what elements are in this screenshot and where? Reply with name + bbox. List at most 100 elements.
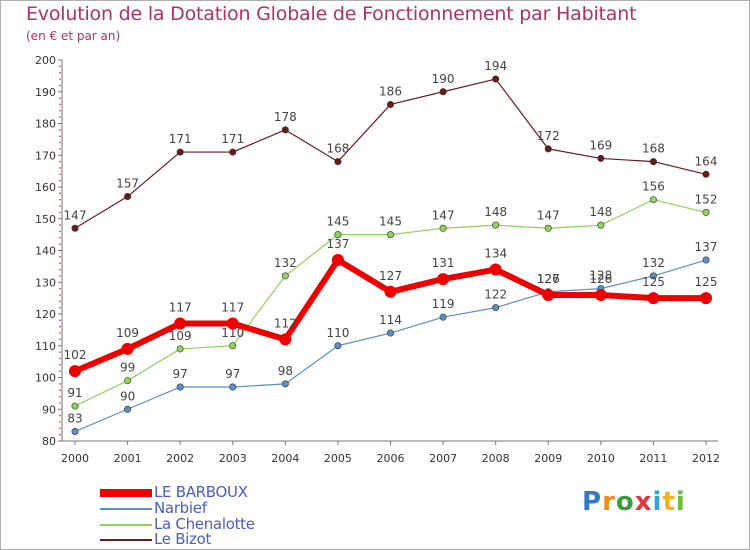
y-minor-tick — [59, 389, 61, 392]
y-minor-tick — [59, 205, 61, 207]
data-label: 147 — [64, 208, 87, 222]
y-minor-tick — [59, 421, 61, 423]
x-tick-label: 2001 — [114, 452, 142, 465]
y-tick-label: 110 — [35, 340, 56, 353]
legend-swatch-narbief — [100, 508, 152, 510]
data-point — [544, 145, 552, 153]
data-point — [384, 285, 397, 298]
y-minor-tick — [59, 370, 61, 372]
data-label: 178 — [274, 110, 297, 124]
data-label: 91 — [67, 386, 82, 400]
y-minor-tick — [59, 141, 61, 144]
data-label: 131 — [432, 256, 455, 270]
y-minor-tick — [59, 325, 61, 328]
data-point — [124, 377, 132, 385]
data-label: 147 — [537, 208, 560, 222]
logo-letter: t — [662, 487, 676, 517]
data-point — [597, 154, 605, 162]
data-label: 148 — [484, 205, 507, 219]
data-point — [647, 292, 660, 305]
legend-label-la-chenalotte: La Chenalotte — [154, 515, 255, 533]
y-minor-tick — [59, 383, 61, 385]
data-point — [492, 221, 500, 229]
data-label: 90 — [120, 389, 135, 403]
y-minor-tick — [59, 192, 61, 195]
data-point — [594, 288, 607, 301]
x-tick-label: 2009 — [534, 452, 562, 465]
y-minor-tick — [59, 306, 61, 309]
y-minor-tick — [59, 364, 61, 366]
proxiti-logo: Proxiti — [582, 487, 686, 517]
data-point — [71, 402, 79, 410]
y-tick-label: 170 — [35, 149, 56, 162]
y-minor-tick — [59, 338, 61, 341]
data-label: 128 — [589, 269, 612, 283]
x-tick-label: 2008 — [482, 452, 510, 465]
data-label: 119 — [432, 297, 455, 311]
data-point — [649, 196, 657, 204]
legend-swatch-le-bizot — [100, 539, 152, 541]
x-tick-label: 2005 — [324, 452, 352, 465]
data-label: 102 — [64, 348, 87, 362]
y-minor-tick — [59, 84, 61, 87]
y-minor-tick — [59, 402, 61, 404]
data-point — [281, 272, 289, 280]
data-point — [439, 224, 447, 232]
data-label: 109 — [169, 329, 192, 343]
y-minor-tick — [59, 395, 61, 398]
y-minor-tick — [59, 116, 61, 118]
y-minor-tick — [59, 433, 61, 436]
y-tick-label: 150 — [35, 213, 56, 226]
data-label: 109 — [116, 326, 139, 340]
y-minor-tick — [59, 167, 61, 169]
data-label: 171 — [169, 132, 192, 146]
data-label: 125 — [695, 275, 718, 289]
data-label: 172 — [537, 129, 560, 143]
y-minor-tick — [59, 256, 61, 258]
data-label: 152 — [695, 192, 718, 206]
chart-subtitle: (en € et par an) — [26, 29, 121, 43]
y-minor-tick — [59, 414, 61, 417]
data-point — [544, 224, 552, 232]
y-minor-tick — [59, 300, 61, 303]
data-point — [281, 126, 289, 134]
data-label: 132 — [274, 256, 297, 270]
data-point — [229, 148, 237, 156]
data-label: 117 — [169, 301, 192, 315]
y-tick-label: 80 — [42, 435, 56, 448]
y-tick-label: 190 — [35, 86, 56, 99]
y-minor-tick — [59, 135, 61, 137]
data-point — [226, 317, 239, 330]
legend-swatch-le-barboux — [100, 489, 152, 497]
data-label: 126 — [537, 272, 560, 286]
data-label: 127 — [537, 272, 560, 286]
data-point — [649, 272, 657, 280]
data-label: 114 — [379, 313, 402, 327]
data-label: 117 — [221, 301, 244, 315]
logo-letter: i — [675, 487, 686, 517]
y-minor-tick — [59, 103, 61, 106]
data-point — [702, 208, 710, 216]
data-point — [702, 170, 710, 178]
y-minor-tick — [59, 160, 61, 163]
data-label: 112 — [274, 316, 297, 330]
data-label: 126 — [589, 272, 612, 286]
data-point — [176, 148, 184, 156]
y-tick-label: 100 — [35, 372, 56, 385]
data-label: 83 — [67, 411, 82, 425]
x-tick-label: 2012 — [692, 452, 720, 465]
x-tick-label: 2010 — [587, 452, 615, 465]
data-label: 132 — [642, 256, 665, 270]
logo-letter: r — [602, 487, 616, 517]
data-point — [229, 342, 237, 350]
data-label: 145 — [379, 215, 402, 229]
data-point — [71, 427, 79, 435]
y-minor-tick — [59, 427, 61, 430]
data-label: 134 — [484, 247, 507, 261]
y-minor-tick — [59, 129, 61, 131]
data-point — [492, 304, 500, 312]
y-minor-tick — [59, 287, 61, 290]
logo-letter: P — [582, 487, 603, 517]
y-minor-tick — [59, 237, 61, 239]
data-label: 148 — [589, 205, 612, 219]
